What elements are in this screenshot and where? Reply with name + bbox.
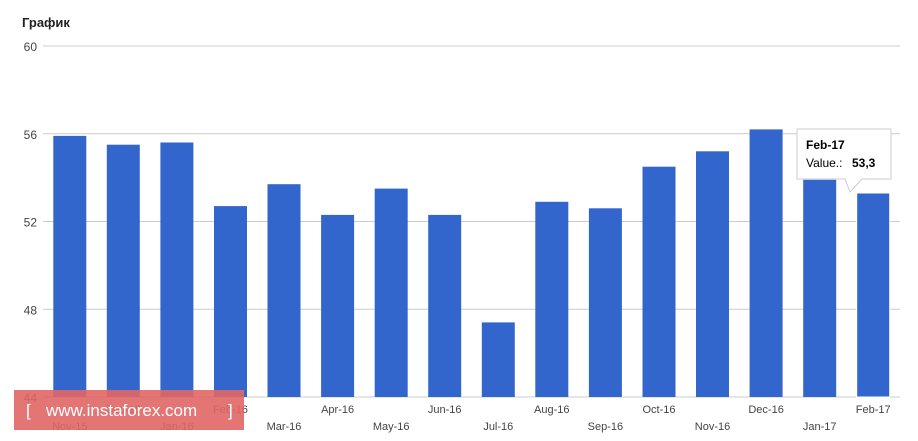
y-tick-label: 56 <box>24 128 38 142</box>
bar[interactable] <box>696 151 729 397</box>
bars <box>53 129 891 398</box>
y-tick-label: 52 <box>24 216 38 230</box>
x-tick-label: Nov-16 <box>695 421 730 433</box>
y-tick-label: 60 <box>24 40 38 54</box>
watermark-bracket-left: [ <box>26 401 31 420</box>
x-tick-label: Jul-16 <box>483 421 513 433</box>
bar[interactable] <box>642 166 676 397</box>
x-tick-label: Mar-16 <box>267 421 302 433</box>
bar[interactable] <box>214 206 247 397</box>
x-tick-label: Sep-16 <box>588 421 623 433</box>
tooltip-title: Feb-17 <box>806 138 845 152</box>
bar[interactable] <box>535 201 569 397</box>
x-tick-label: Aug-16 <box>534 404 569 416</box>
x-tick-label: May-16 <box>373 421 410 433</box>
x-tick-label: Feb-17 <box>856 404 891 416</box>
tooltip-box <box>796 128 892 193</box>
bar[interactable] <box>106 144 140 397</box>
watermark-text[interactable]: www.instaforex.com <box>45 401 197 420</box>
watermark-background <box>14 390 244 430</box>
tooltip-label: Value.: <box>806 156 842 170</box>
x-tick-label: Oct-16 <box>642 404 675 416</box>
tooltip-value: 53,3 <box>852 156 876 170</box>
x-tick-label: Jun-16 <box>428 404 462 416</box>
chart-title: График <box>22 15 70 30</box>
bar[interactable] <box>428 214 462 397</box>
x-tick-label: Dec-16 <box>748 404 783 416</box>
bar[interactable] <box>374 188 408 397</box>
bar[interactable] <box>321 214 355 397</box>
y-axis-ticks: 4448525660 <box>24 40 38 405</box>
watermark: [ www.instaforex.com ] <box>14 390 244 430</box>
x-tick-label: Jan-17 <box>803 421 837 433</box>
bar[interactable] <box>856 192 891 398</box>
watermark-bracket-right: ] <box>228 401 233 420</box>
bar[interactable] <box>160 142 194 398</box>
bar[interactable] <box>53 135 87 397</box>
tooltip: Feb-17 Value.: 53,3 <box>796 128 892 193</box>
y-tick-label: 48 <box>24 303 38 317</box>
bar[interactable] <box>803 179 837 397</box>
bar[interactable] <box>588 208 622 397</box>
bar[interactable] <box>749 129 783 397</box>
x-tick-label: Apr-16 <box>321 404 354 416</box>
bar[interactable] <box>267 184 301 397</box>
bar[interactable] <box>481 322 515 397</box>
